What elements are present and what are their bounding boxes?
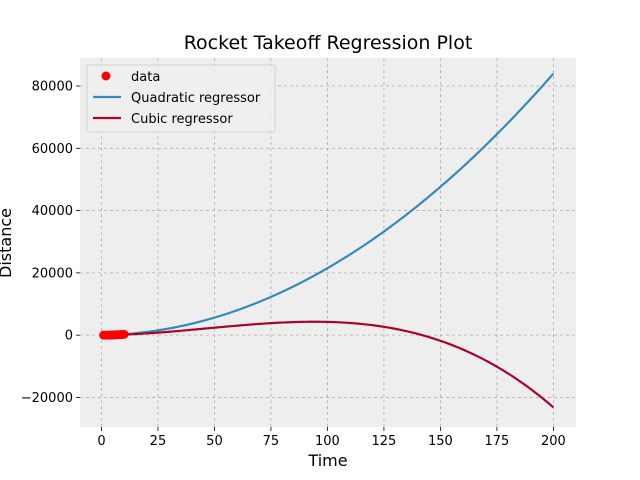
x-tick-label: 175 xyxy=(484,434,509,449)
legend-label-quadratic: Quadratic regressor xyxy=(131,91,261,106)
x-tick-label: 75 xyxy=(263,434,280,449)
legend-label-data: data xyxy=(131,70,160,85)
data-point xyxy=(119,329,129,339)
x-tick-label: 150 xyxy=(428,434,453,449)
x-tick-label: 125 xyxy=(372,434,397,449)
legend-marker-data xyxy=(101,71,111,81)
y-tick-label: 60000 xyxy=(32,142,73,157)
x-tick-label: 200 xyxy=(541,434,566,449)
chart-title: Rocket Takeoff Regression Plot xyxy=(184,32,473,54)
x-tick-label: 25 xyxy=(150,434,167,449)
y-tick-label: 20000 xyxy=(32,266,73,281)
y-tick-label: −20000 xyxy=(21,391,73,406)
series-line-0 xyxy=(101,72,555,337)
x-tick-label: 50 xyxy=(206,434,223,449)
x-tick-label: 100 xyxy=(315,434,340,449)
legend: data Quadratic regressor Cubic regressor xyxy=(86,64,276,133)
legend-box xyxy=(86,64,276,133)
y-tick-label: 80000 xyxy=(32,80,73,95)
series-line-1 xyxy=(101,320,555,409)
y-tick-label: 0 xyxy=(65,329,73,344)
y-axis-ticks: −20000 0 20000 40000 60000 80000 xyxy=(21,80,80,406)
y-tick-label: 40000 xyxy=(32,204,73,219)
series-layer xyxy=(101,72,555,409)
y-axis-label: Distance xyxy=(0,208,15,278)
legend-label-cubic: Cubic regressor xyxy=(131,112,233,127)
data-points xyxy=(99,329,129,340)
x-tick-label: 0 xyxy=(97,434,105,449)
x-axis-ticks: 0 25 50 75 100 125 150 175 200 xyxy=(97,427,566,449)
x-axis-label: Time xyxy=(307,451,347,470)
